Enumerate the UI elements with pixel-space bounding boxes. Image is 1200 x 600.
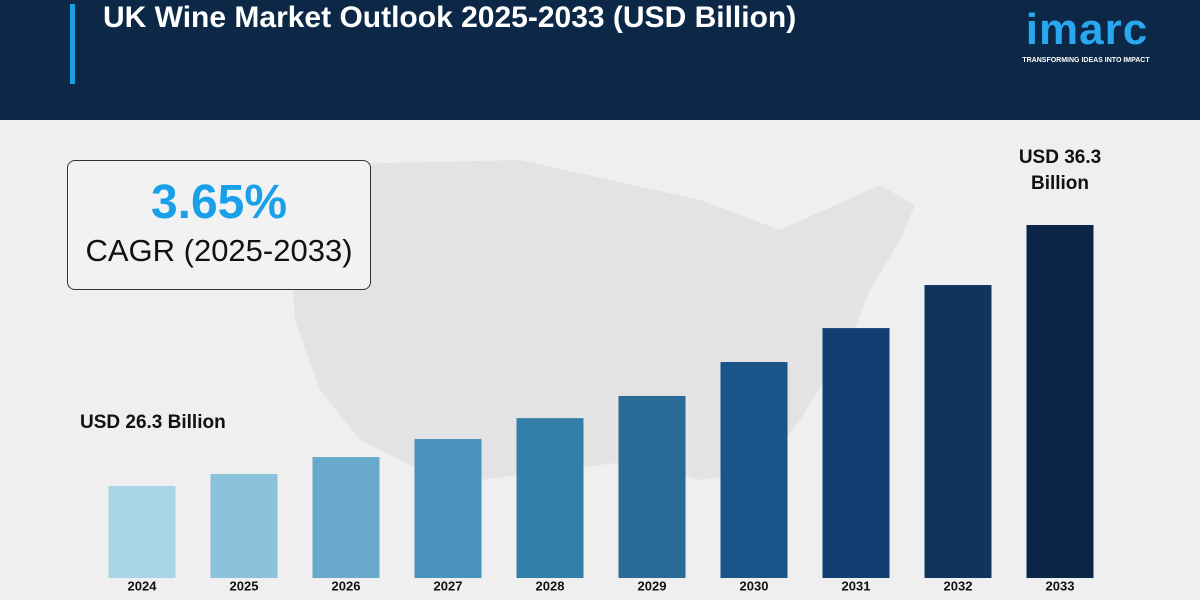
bar: [312, 457, 380, 578]
chart-title: UK Wine Market Outlook 2025-2033 (USD Bi…: [103, 1, 797, 34]
cagr-box: 3.65% CAGR (2025-2033): [67, 160, 371, 290]
logo: imarc: [1025, 5, 1149, 54]
bar: [720, 362, 788, 578]
header: [0, 0, 1200, 120]
cagr-value: 3.65%: [150, 176, 288, 229]
cagr-label: CAGR (2025-2033): [85, 233, 353, 268]
x-tick-label: 2027: [434, 578, 463, 593]
bar: [1026, 225, 1094, 578]
value-label: USD 36.3 Billion: [1018, 147, 1102, 194]
x-tick-label: 2029: [638, 578, 667, 593]
background-map: [290, 160, 915, 480]
x-tick-label: 2030: [740, 578, 769, 593]
logo-tagline: TRANSFORMING IDEAS INTO IMPACT: [1022, 57, 1150, 64]
bar: [516, 418, 584, 578]
value-label: USD 26.3 Billion: [80, 412, 226, 433]
x-tick-label: 2028: [536, 578, 565, 593]
x-tick-label: 2033: [1046, 578, 1075, 593]
bar: [414, 439, 482, 578]
x-tick-label: 2031: [842, 578, 871, 593]
bar: [924, 285, 992, 578]
accent-bar: [70, 4, 75, 84]
x-tick-label: 2024: [128, 578, 158, 593]
x-tick-label: 2032: [944, 578, 973, 593]
x-tick-label: 2026: [332, 578, 361, 593]
bar: [210, 473, 278, 578]
bar: [618, 395, 686, 578]
x-tick-label: 2025: [230, 578, 259, 593]
bar: [822, 328, 890, 578]
bar: [108, 486, 176, 578]
